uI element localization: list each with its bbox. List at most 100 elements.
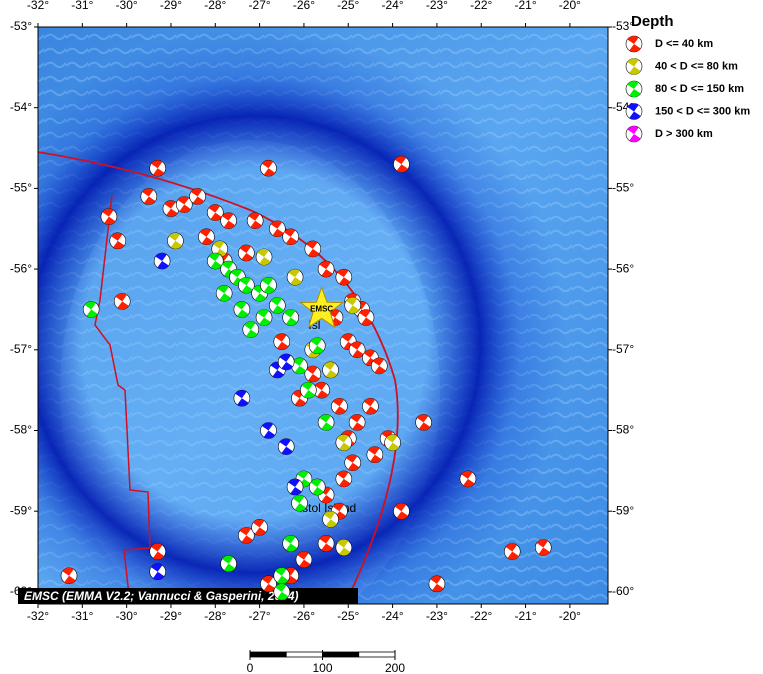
ball-quad xyxy=(301,382,315,399)
event xyxy=(344,454,361,472)
ball-quad xyxy=(208,253,222,270)
ball-quad xyxy=(191,188,205,205)
ball-quad xyxy=(430,575,444,592)
event xyxy=(260,276,277,294)
ball-quad xyxy=(177,196,191,213)
ball-quad xyxy=(288,478,302,496)
event xyxy=(286,478,304,496)
credit: EMSC (EMMA V2.2; Vannucci & Gasperini, 2… xyxy=(24,589,299,603)
event xyxy=(291,357,308,375)
scale-label: 100 xyxy=(312,661,332,674)
ball-quad xyxy=(168,232,182,249)
event xyxy=(348,341,366,359)
ball-quad xyxy=(337,269,351,286)
event xyxy=(269,297,286,314)
ball-quad xyxy=(505,543,519,560)
ball-quad xyxy=(244,321,258,338)
lon-label-top: -27° xyxy=(249,0,271,12)
lat-label-left: -53° xyxy=(10,19,32,33)
ball-quad xyxy=(151,160,165,177)
ball-quad xyxy=(115,293,129,310)
event xyxy=(335,539,353,556)
legend-title: Depth xyxy=(631,13,674,30)
legend-icon xyxy=(625,80,643,98)
event xyxy=(60,567,78,585)
event xyxy=(273,333,291,351)
event xyxy=(344,297,361,314)
ball-quad xyxy=(337,470,351,487)
event xyxy=(260,159,277,177)
event xyxy=(282,228,299,246)
ball-quad xyxy=(310,478,324,496)
lat-label-left: -57° xyxy=(10,342,32,356)
event xyxy=(331,397,348,415)
event xyxy=(317,260,335,278)
lon-label-bottom: -22° xyxy=(470,609,492,623)
ball-quad xyxy=(257,248,271,266)
event xyxy=(295,551,313,568)
star-label: EMSC xyxy=(310,305,333,314)
ball-quad xyxy=(284,228,298,245)
event xyxy=(255,309,273,326)
event xyxy=(308,478,326,496)
lon-label-bottom: -31° xyxy=(71,609,93,623)
lon-label-top: -25° xyxy=(337,0,359,12)
event xyxy=(393,502,410,520)
ball-quad xyxy=(337,434,351,451)
ball-quad xyxy=(222,555,236,572)
event xyxy=(233,389,251,407)
ball-quad xyxy=(284,535,298,552)
ball-quad xyxy=(386,434,400,451)
event xyxy=(291,494,308,512)
lon-label-bottom: -23° xyxy=(426,609,448,623)
ball-quad xyxy=(239,527,253,544)
lon-label-bottom: -29° xyxy=(160,609,182,623)
ball-quad xyxy=(261,160,276,177)
ball-quad xyxy=(394,503,409,520)
ball-quad xyxy=(297,551,311,568)
ball-quad xyxy=(346,454,360,471)
event xyxy=(335,268,353,286)
ball-quad xyxy=(279,438,293,455)
ball-quad xyxy=(372,357,386,374)
legend-label: 150 < D <= 300 km xyxy=(655,105,750,117)
event xyxy=(322,361,339,379)
event xyxy=(100,208,118,225)
event xyxy=(206,252,224,270)
ball-quad xyxy=(239,277,253,294)
ball-quad xyxy=(142,188,156,205)
ball-quad xyxy=(235,390,249,407)
event xyxy=(370,357,388,375)
ball-quad xyxy=(151,543,165,560)
ball-quad xyxy=(310,337,324,354)
event xyxy=(273,583,291,601)
event xyxy=(238,276,255,294)
ball-quad xyxy=(350,414,364,431)
ball-quad xyxy=(208,204,222,221)
lon-label-bottom: -25° xyxy=(337,609,359,623)
event xyxy=(503,543,521,560)
ball-quad xyxy=(284,309,298,326)
lon-label-top: -20° xyxy=(559,0,581,12)
ball-quad xyxy=(164,200,178,217)
ball-quad xyxy=(279,353,293,370)
event xyxy=(317,535,335,552)
event xyxy=(269,220,286,238)
event xyxy=(459,470,477,488)
ball-quad xyxy=(332,503,346,520)
legend-icon xyxy=(625,125,643,143)
ball-quad xyxy=(417,414,431,431)
lon-label-top: -28° xyxy=(204,0,226,12)
lat-label-left: -60° xyxy=(10,584,32,598)
scale-label: 200 xyxy=(385,661,405,674)
event xyxy=(198,228,215,246)
event xyxy=(149,563,166,581)
ball-quad xyxy=(222,212,236,229)
event xyxy=(206,204,224,221)
legend-label: D > 300 km xyxy=(655,128,713,140)
lat-label-right: -57° xyxy=(612,342,634,356)
ball-quad xyxy=(213,240,227,257)
ball-quad xyxy=(359,309,373,326)
